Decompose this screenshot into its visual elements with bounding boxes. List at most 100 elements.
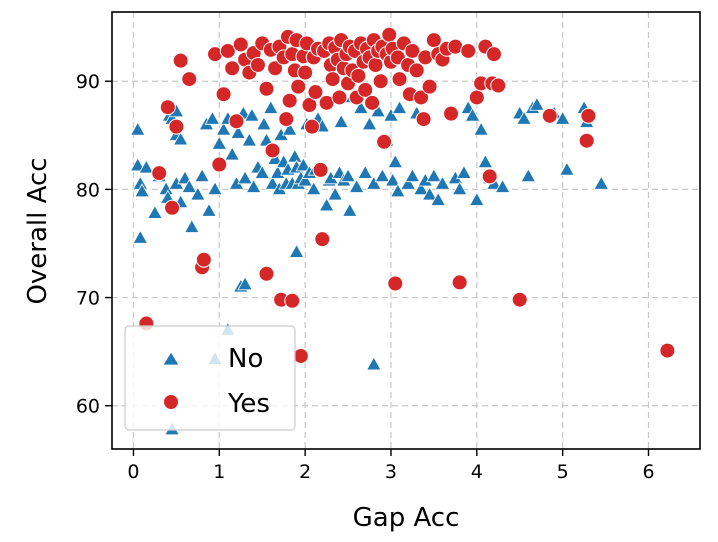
x-tick-label: 4 [471, 461, 483, 483]
point-yes [159, 99, 176, 116]
point-yes [468, 89, 485, 106]
point-no [593, 175, 610, 190]
point-no [456, 164, 472, 179]
x-tick-label: 3 [385, 461, 397, 483]
point-yes [443, 105, 460, 122]
ticks-layer: 0 1 2 3 4 5 6 60 70 80 90 [76, 71, 655, 483]
x-tick-label: 2 [299, 461, 311, 483]
point-no [333, 114, 349, 128]
point-no [181, 178, 198, 193]
plot-frame [111, 11, 701, 450]
point-yes [290, 78, 307, 95]
legend-yes-label: Yes [227, 389, 270, 419]
point-no [384, 172, 401, 187]
legend-yes-circle-icon [163, 394, 179, 410]
point-no [305, 181, 322, 196]
point-yes [381, 26, 398, 43]
point-no [318, 197, 335, 212]
point-yes [232, 36, 249, 53]
point-no [469, 191, 485, 206]
point-no [215, 121, 232, 136]
point-yes [451, 274, 468, 291]
point-no [348, 178, 365, 193]
point-no [237, 170, 253, 185]
point-yes [258, 80, 275, 97]
point-no [207, 181, 223, 196]
point-no [287, 148, 303, 163]
point-yes [151, 165, 168, 182]
point-yes [367, 57, 384, 74]
point-yes [249, 57, 266, 74]
point-yes [211, 156, 228, 173]
point-yes [324, 71, 341, 88]
point-no [341, 202, 358, 217]
point-yes [195, 251, 212, 268]
point-no [288, 243, 305, 258]
x-tick-label: 5 [557, 461, 569, 483]
point-no [184, 218, 200, 233]
point-yes [387, 275, 404, 292]
point-no [129, 121, 146, 136]
point-no [366, 175, 382, 190]
point-yes [541, 107, 558, 124]
point-yes [485, 46, 502, 63]
legend-no-triangle-icon [162, 351, 180, 366]
point-yes [350, 67, 367, 84]
point-no [201, 202, 217, 217]
x-tick-label: 6 [642, 461, 654, 483]
point-no [374, 168, 391, 183]
point-no [391, 99, 408, 114]
point-yes [172, 52, 189, 69]
point-no [434, 175, 451, 190]
point-no [451, 181, 468, 196]
point-no [295, 157, 312, 172]
point-no [404, 168, 421, 183]
y-tick-label: 60 [76, 396, 100, 418]
point-no [281, 121, 298, 136]
point-yes [490, 77, 507, 94]
point-no [134, 183, 150, 198]
point-no [327, 186, 343, 201]
point-no [413, 181, 429, 196]
point-no [340, 168, 356, 183]
point-yes [404, 42, 421, 59]
point-no [494, 178, 511, 193]
point-no [245, 178, 262, 193]
x-axis-label: Gap Acc [353, 503, 460, 533]
point-no [383, 107, 399, 122]
point-yes [376, 133, 393, 150]
point-yes [659, 342, 676, 359]
legend: No Yes [124, 325, 296, 431]
point-yes [331, 89, 348, 106]
point-yes [278, 111, 295, 128]
point-yes [215, 86, 232, 103]
point-no [353, 99, 369, 114]
point-yes [460, 42, 477, 59]
point-yes [415, 111, 432, 128]
point-yes [372, 73, 389, 90]
point-yes [224, 60, 241, 77]
point-yes [511, 291, 528, 308]
point-yes [413, 89, 430, 106]
point-yes [281, 92, 298, 109]
point-yes [181, 71, 198, 88]
point-yes [304, 118, 321, 135]
point-no [262, 99, 279, 114]
point-no [559, 161, 575, 176]
point-yes [164, 199, 181, 216]
y-tick-label: 90 [76, 71, 100, 93]
point-yes [578, 132, 595, 149]
point-yes [228, 113, 245, 130]
point-yes [168, 118, 185, 135]
point-yes [357, 81, 374, 98]
point-no [129, 157, 146, 172]
point-no [390, 183, 406, 198]
point-no [237, 276, 253, 291]
point-no [204, 110, 221, 125]
point-no [297, 172, 313, 187]
point-yes [364, 94, 381, 111]
point-no [190, 186, 206, 201]
point-yes [314, 231, 331, 248]
y-tick-label: 70 [76, 288, 100, 310]
